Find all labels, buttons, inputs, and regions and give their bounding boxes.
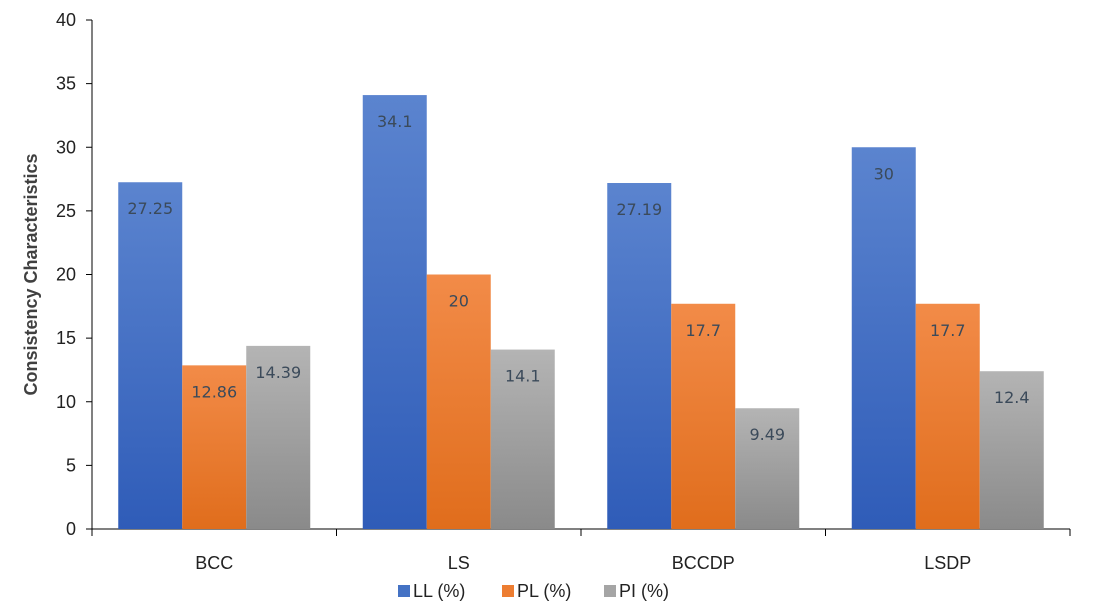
bar <box>915 303 980 529</box>
legend-swatch <box>398 585 410 597</box>
legend: LL (%) PL (%) PI (%) <box>398 581 669 601</box>
data-label: 17.7 <box>685 321 721 340</box>
bar <box>246 345 311 529</box>
bar <box>979 371 1044 529</box>
y-tick-label: 35 <box>56 74 76 94</box>
data-label: 17.7 <box>930 321 966 340</box>
bar <box>851 147 916 529</box>
bar <box>118 182 183 529</box>
data-label: 20 <box>449 292 469 311</box>
data-label: 27.19 <box>616 200 662 219</box>
data-label: 14.39 <box>255 363 301 382</box>
y-tick-label: 15 <box>56 328 76 348</box>
bar <box>426 274 491 529</box>
data-label: 12.86 <box>191 382 237 401</box>
y-axis-title: Consistency Characteristics <box>21 153 41 395</box>
bar <box>671 303 736 529</box>
legend-swatch <box>604 585 616 597</box>
data-label: 9.49 <box>749 425 785 444</box>
y-tick-label: 20 <box>56 265 76 285</box>
y-tick-label: 25 <box>56 201 76 221</box>
data-label: 30 <box>874 164 894 183</box>
x-category-label: BCCDP <box>672 553 735 573</box>
x-category-label: BCC <box>195 553 233 573</box>
y-tick-label: 30 <box>56 137 76 157</box>
legend-label: LL (%) <box>413 581 465 601</box>
bar <box>182 365 247 529</box>
legend-label: PL (%) <box>517 581 571 601</box>
bar <box>735 408 800 529</box>
x-category-label: LS <box>448 553 470 573</box>
x-axis: BCC LS BCCDP LSDP <box>91 528 1071 573</box>
legend-swatch <box>502 585 514 597</box>
bar <box>490 349 555 529</box>
bar <box>362 95 427 529</box>
bars <box>118 95 1044 529</box>
data-label: 27.25 <box>127 199 173 218</box>
y-tick-label: 0 <box>66 519 76 539</box>
y-tick-label: 5 <box>66 455 76 475</box>
y-tick-label: 10 <box>56 392 76 412</box>
data-labels: 27.25 12.86 14.39 34.1 20 14.1 27.19 17.7 9.49 30… <box>127 112 1029 444</box>
y-axis: 0 5 10 15 20 25 30 35 40 <box>56 10 93 539</box>
data-label: 34.1 <box>377 112 413 131</box>
bar <box>607 183 672 529</box>
x-category-label: LSDP <box>924 553 971 573</box>
data-label: 14.1 <box>505 367 541 386</box>
legend-label: PI (%) <box>619 581 669 601</box>
y-tick-label: 40 <box>56 10 76 30</box>
data-label: 12.4 <box>994 388 1030 407</box>
